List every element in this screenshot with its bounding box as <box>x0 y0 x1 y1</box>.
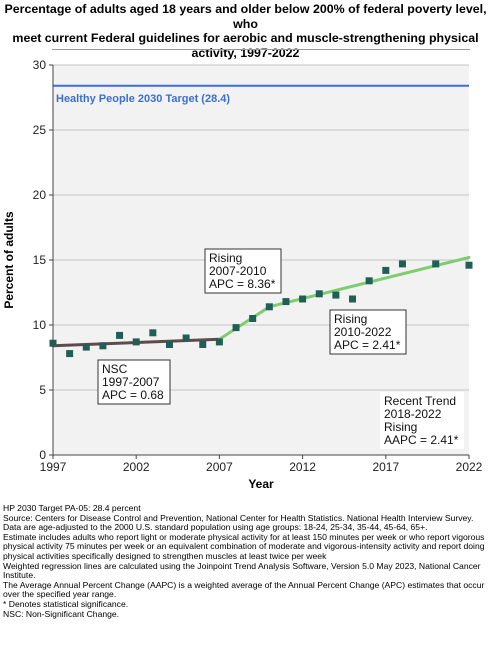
y-tick-label-2: 10 <box>33 318 47 332</box>
data-point-2012 <box>299 295 307 303</box>
annotation-text-rising2-1: 2010-2022 <box>334 325 392 339</box>
y-tick-label-5: 25 <box>33 123 47 137</box>
annotation-text-rising1-2: APC = 8.36* <box>209 277 276 291</box>
data-point-1999 <box>82 343 90 351</box>
footnote-target: HP 2030 Target PA-05: 28.4 percent <box>3 503 141 513</box>
annotation-text-rising2-2: APC = 2.41* <box>334 338 401 352</box>
footnote-estimate: Estimate includes adults who report ligh… <box>3 531 485 561</box>
data-point-2006 <box>199 341 207 348</box>
data-point-2011 <box>282 298 290 306</box>
annotation-text-rising1-0: Rising <box>209 251 242 265</box>
data-point-2022 <box>465 261 473 269</box>
annotation-text-rising2-0: Rising <box>334 312 367 326</box>
footnote-significance: * Denotes statistical significance. <box>3 598 129 609</box>
data-point-2000 <box>99 342 107 350</box>
data-point-2002 <box>132 338 140 346</box>
footnote-source: Source: Centers for Disease Control and … <box>3 512 474 523</box>
annotation-text-recent-3: AAPC = 2.41* <box>384 433 459 447</box>
chart-title-line-1: Percentage of adults aged 18 years and o… <box>4 2 487 31</box>
footnotes: HP 2030 Target PA-05: 28.4 percent Sourc… <box>3 503 488 619</box>
footnote-age-adjusted: Data are age-adjusted to the 2000 U.S. s… <box>3 522 428 533</box>
data-point-2014 <box>332 291 340 299</box>
y-tick-label-4: 20 <box>33 188 47 202</box>
data-point-2018 <box>398 260 406 268</box>
annotation-text-recent-1: 2018-2022 <box>384 407 442 421</box>
data-point-2010 <box>265 303 273 311</box>
annotation-text-recent-2: Rising <box>384 420 417 434</box>
target-label: Healthy People 2030 Target (28.4) <box>56 93 230 105</box>
x-tick-label-1: 2002 <box>123 460 150 474</box>
annotation-text-nsc-1: 1997-2007 <box>102 375 160 389</box>
y-tick-label-6: 30 <box>33 58 47 72</box>
data-point-2005 <box>182 334 190 342</box>
data-point-2003 <box>149 329 157 337</box>
data-point-2016 <box>365 277 373 285</box>
chart-area: 0 5 10 15 20 25 30 1997 2002 2007 2012 2017 2022 He… <box>2 58 483 491</box>
data-point-2020 <box>432 260 440 268</box>
trend-line-1 <box>217 305 271 341</box>
data-point-2015 <box>349 295 357 303</box>
x-tick-label-0: 1997 <box>40 460 67 474</box>
data-point-2013 <box>315 290 323 298</box>
annotation-box-rising2 <box>329 309 407 355</box>
annotation-text-nsc-2: APC = 0.68 <box>102 388 164 402</box>
data-point-2007 <box>215 338 223 346</box>
x-axis-title: Year <box>248 477 274 491</box>
y-tick-label-1: 5 <box>39 383 46 397</box>
data-point-2009 <box>249 315 257 322</box>
data-point-2017 <box>382 266 390 274</box>
data-point-2001 <box>116 331 124 339</box>
y-tick-label-3: 15 <box>33 253 47 267</box>
y-axis-title: Percent of adults <box>2 211 16 309</box>
footnote-nsc: NSC: Non-Significant Change. <box>3 608 120 619</box>
footnote-regression: Weighted regression lines are calculated… <box>3 560 481 581</box>
annotation-text-nsc-0: NSC <box>102 362 128 376</box>
x-tick-label-5: 2022 <box>456 460 483 474</box>
y-tick-label-0: 0 <box>39 448 46 462</box>
annotation-box-rising1 <box>204 248 282 294</box>
annotation-text-rising1-1: 2007-2010 <box>209 264 267 278</box>
chart-title-line-2: meet current Federal guidelines for aero… <box>12 31 479 45</box>
data-points <box>49 260 473 358</box>
data-point-2008 <box>232 324 240 332</box>
y-axis-ticks: 0 5 10 15 20 25 30 <box>33 58 53 462</box>
x-tick-label-4: 2017 <box>372 460 399 474</box>
annotation-box-nsc <box>97 359 171 405</box>
annotation-text-recent-0: Recent Trend <box>384 394 456 408</box>
data-point-2004 <box>165 341 173 348</box>
footnote-aapc: The Average Annual Percent Change (AAPC)… <box>3 579 485 600</box>
x-axis-ticks: 1997 2002 2007 2012 2017 2022 <box>40 455 483 474</box>
x-tick-label-2: 2007 <box>206 460 233 474</box>
title-divider <box>52 49 470 50</box>
x-tick-label-3: 2012 <box>289 460 316 474</box>
annotation-box-recent <box>380 392 464 449</box>
data-point-1998 <box>66 350 74 358</box>
